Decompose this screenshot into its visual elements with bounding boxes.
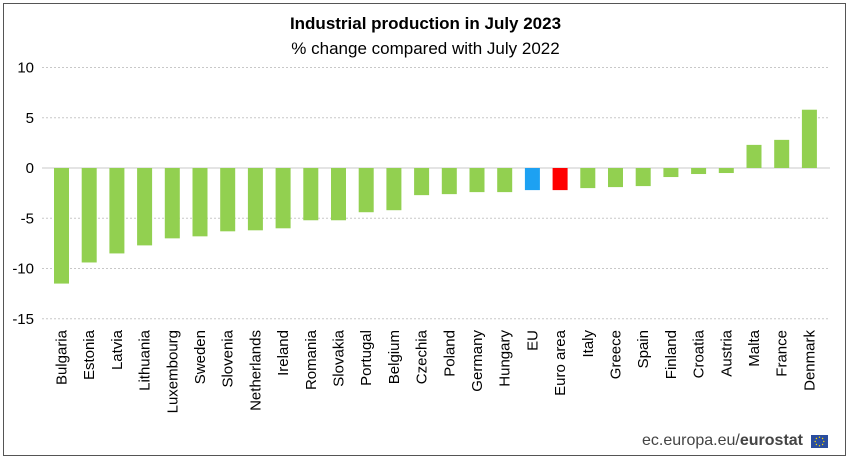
source-brand: eurostat: [739, 432, 803, 449]
source-url: ec.europa.eu/: [642, 432, 740, 449]
bar-italy: [580, 168, 596, 189]
x-tick-label: Romania: [303, 329, 320, 390]
x-tick-label: Croatia: [691, 329, 708, 378]
bar-netherlands: [247, 168, 263, 231]
y-tick-label: 10: [17, 60, 34, 77]
y-tick-label: 5: [26, 110, 34, 127]
x-tick-label: Italy: [580, 330, 597, 358]
x-tick-label: Finland: [663, 330, 680, 379]
bar-croatia: [691, 168, 707, 175]
source-footer: ec.europa.eu/eurostat: [642, 432, 825, 450]
bar-malta: [746, 144, 762, 168]
x-tick-label: Estonia: [81, 329, 98, 380]
x-tick-label: Euro area: [552, 329, 569, 396]
bar-lithuania: [137, 168, 153, 246]
bar-finland: [663, 168, 679, 178]
bar-slovenia: [220, 168, 236, 232]
bar-eu: [524, 168, 540, 191]
x-tick-label: Sweden: [192, 330, 209, 384]
bar-slovakia: [331, 168, 346, 221]
x-tick-label: Ireland: [275, 330, 292, 376]
y-tick-label: 0: [26, 160, 34, 177]
x-tick-label: Slovenia: [220, 329, 237, 387]
bar-poland: [441, 168, 457, 195]
x-tick-label: Malta: [746, 329, 763, 366]
bar-belgium: [386, 168, 402, 211]
x-tick-label: Spain: [635, 330, 652, 368]
x-tick-label: Lithuania: [137, 329, 154, 391]
bar-germany: [469, 168, 485, 193]
eu-flag-icon: [811, 435, 828, 448]
bar-luxembourg: [164, 168, 180, 239]
bar-sweden: [192, 168, 208, 237]
x-tick-label: Belgium: [386, 330, 403, 384]
x-tick-label: Poland: [441, 330, 458, 377]
x-tick-label: Denmark: [801, 330, 818, 391]
bar-estonia: [81, 168, 97, 263]
bar-romania: [303, 168, 319, 221]
x-tick-label: Austria: [718, 329, 735, 376]
chart-title: Industrial production in July 2023: [289, 14, 562, 33]
y-tick-label: -10: [12, 261, 34, 278]
bar-hungary: [497, 168, 513, 193]
x-tick-label: EU: [524, 330, 541, 351]
x-tick-label: Germany: [469, 330, 486, 392]
x-tick-label: Portugal: [358, 330, 375, 386]
x-tick-label: Luxembourg: [164, 330, 181, 413]
bar-bulgaria: [54, 168, 69, 284]
x-tick-label: Netherlands: [247, 330, 264, 411]
bar-latvia: [109, 168, 125, 254]
bar-france: [774, 139, 790, 168]
bar-euro-area: [552, 168, 568, 191]
bar-portugal: [358, 168, 374, 213]
y-tick-label: -15: [12, 311, 34, 328]
x-tick-label: Greece: [608, 330, 625, 379]
bar-ireland: [275, 168, 291, 229]
x-tick-label: Latvia: [109, 329, 126, 370]
x-tick-label: Czechia: [414, 329, 431, 384]
chart-subtitle: % change compared with July 2022: [291, 39, 560, 58]
x-tick-label: Slovakia: [331, 329, 348, 386]
bar-austria: [718, 168, 734, 174]
bar-greece: [608, 168, 623, 188]
x-tick-label: Bulgaria: [54, 329, 71, 385]
bar-czechia: [414, 168, 430, 196]
bar-spain: [635, 168, 651, 187]
x-tick-label: Hungary: [497, 330, 514, 387]
y-tick-label: -5: [21, 210, 34, 227]
x-tick-label: France: [774, 330, 791, 377]
bar-denmark: [801, 109, 817, 168]
